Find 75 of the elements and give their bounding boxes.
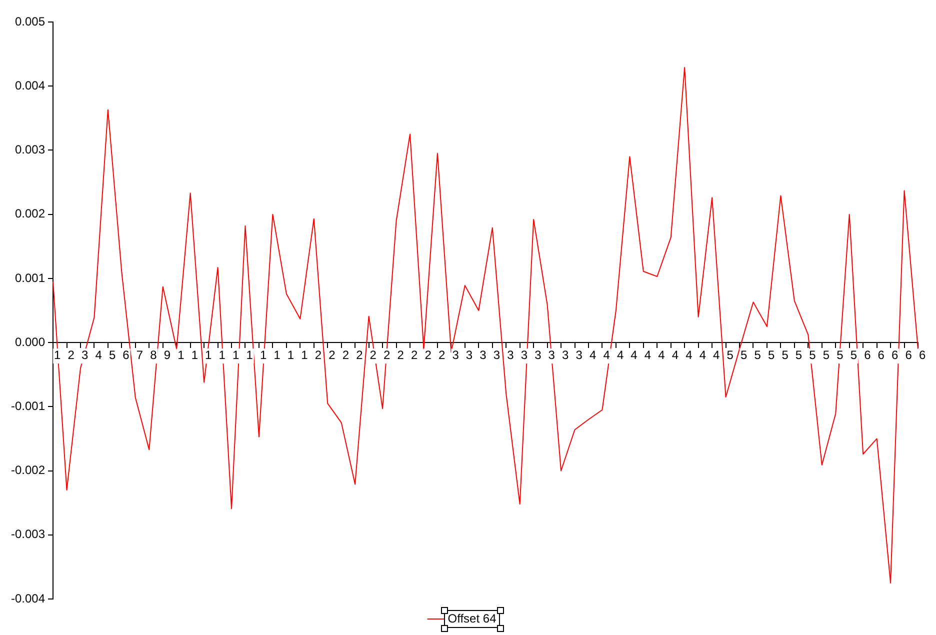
- x-tick-label: 2: [356, 348, 364, 362]
- x-tick-label: 5: [836, 348, 844, 362]
- x-tick-label: 2: [384, 348, 391, 362]
- x-tick-label: 1: [287, 348, 294, 362]
- y-tick-label: 0.003: [14, 142, 46, 157]
- x-tick-label: 3: [81, 348, 88, 362]
- x-tick-label: 3: [466, 348, 473, 362]
- x-tick-label: 3: [493, 348, 500, 362]
- x-tick-label: 1: [178, 348, 185, 362]
- x-tick-label: 4: [699, 348, 706, 362]
- y-tick-label: 0.004: [14, 78, 46, 92]
- y-tick-label: 0.000: [14, 334, 46, 349]
- x-tick-label: 4: [95, 348, 102, 362]
- x-tick-label: 2: [411, 348, 418, 362]
- x-tick-label: 2: [397, 348, 404, 362]
- x-tick-label: 1: [274, 348, 281, 362]
- x-tick-label: 1: [191, 348, 198, 362]
- x-tick-label: 6: [892, 348, 899, 362]
- x-tick-label: 8: [150, 348, 158, 362]
- x-tick-label: 6: [905, 348, 912, 362]
- y-tick-label: -0.002: [10, 463, 46, 478]
- x-tick-label: 1: [232, 348, 240, 362]
- x-tick-label: 4: [603, 348, 610, 362]
- x-tick-label: 6: [919, 348, 926, 362]
- x-tick-label: 5: [726, 348, 734, 362]
- x-tick-label: 4: [658, 348, 666, 362]
- x-tick-label: 4: [644, 348, 652, 362]
- x-tick-label: 2: [438, 348, 446, 362]
- x-tick-label: 5: [850, 348, 858, 362]
- x-tick-label: 7: [136, 348, 144, 362]
- x-tick-label: 3: [480, 348, 487, 362]
- x-tick-label: 5: [108, 348, 116, 362]
- x-tick-label: 4: [686, 348, 693, 362]
- x-tick-label: 2: [342, 348, 350, 362]
- x-tick-label: 5: [754, 348, 762, 362]
- x-tick-label: 1: [54, 348, 62, 362]
- x-tick-label: 3: [548, 348, 556, 362]
- x-tick-label: 6: [878, 348, 885, 362]
- x-tick-label: 5: [809, 348, 816, 362]
- x-tick-label: 4: [630, 348, 638, 362]
- x-tick-label: 2: [370, 348, 377, 362]
- x-tick-label: 3: [534, 348, 542, 362]
- x-tick-label: 3: [562, 348, 570, 362]
- x-tick-label: 1: [218, 348, 226, 362]
- x-tick-label: 2: [328, 348, 336, 362]
- y-tick-label: 0.005: [14, 14, 46, 28]
- x-tick-label: 1: [246, 348, 254, 362]
- x-tick-label: 1: [260, 348, 267, 362]
- y-tick-label: 0.001: [14, 270, 46, 285]
- x-tick-label: 2: [68, 348, 75, 362]
- x-tick-label: 6: [864, 348, 872, 362]
- x-tick-label: 3: [520, 348, 528, 362]
- y-tick-label: -0.003: [10, 527, 46, 542]
- y-tick-label: -0.001: [10, 398, 46, 413]
- x-tick-label: 4: [672, 348, 679, 362]
- x-tick-label: 5: [768, 348, 775, 362]
- x-tick-label: 3: [452, 348, 460, 362]
- x-tick-label: 2: [314, 348, 322, 362]
- x-tick-label: 3: [576, 348, 583, 362]
- x-tick-label: 5: [740, 348, 748, 362]
- x-tick-label: 5: [782, 348, 789, 362]
- y-tick-label: 0.002: [14, 206, 46, 221]
- x-tick-label: 4: [713, 348, 720, 362]
- y-tick-label: -0.004: [10, 591, 46, 606]
- text: Offset 64: [448, 611, 497, 626]
- x-tick-label: 3: [507, 348, 514, 362]
- x-tick-label: 6: [122, 348, 130, 362]
- x-tick-label: 5: [822, 348, 830, 362]
- x-tick-label: 1: [301, 348, 308, 362]
- x-tick-label: 9: [164, 348, 171, 362]
- x-tick-label: 5: [795, 348, 802, 362]
- x-tick-label: 4: [616, 348, 624, 362]
- x-tick-label: 4: [589, 348, 596, 362]
- x-tick-label: 2: [424, 348, 432, 362]
- x-tick-label: 1: [205, 348, 212, 362]
